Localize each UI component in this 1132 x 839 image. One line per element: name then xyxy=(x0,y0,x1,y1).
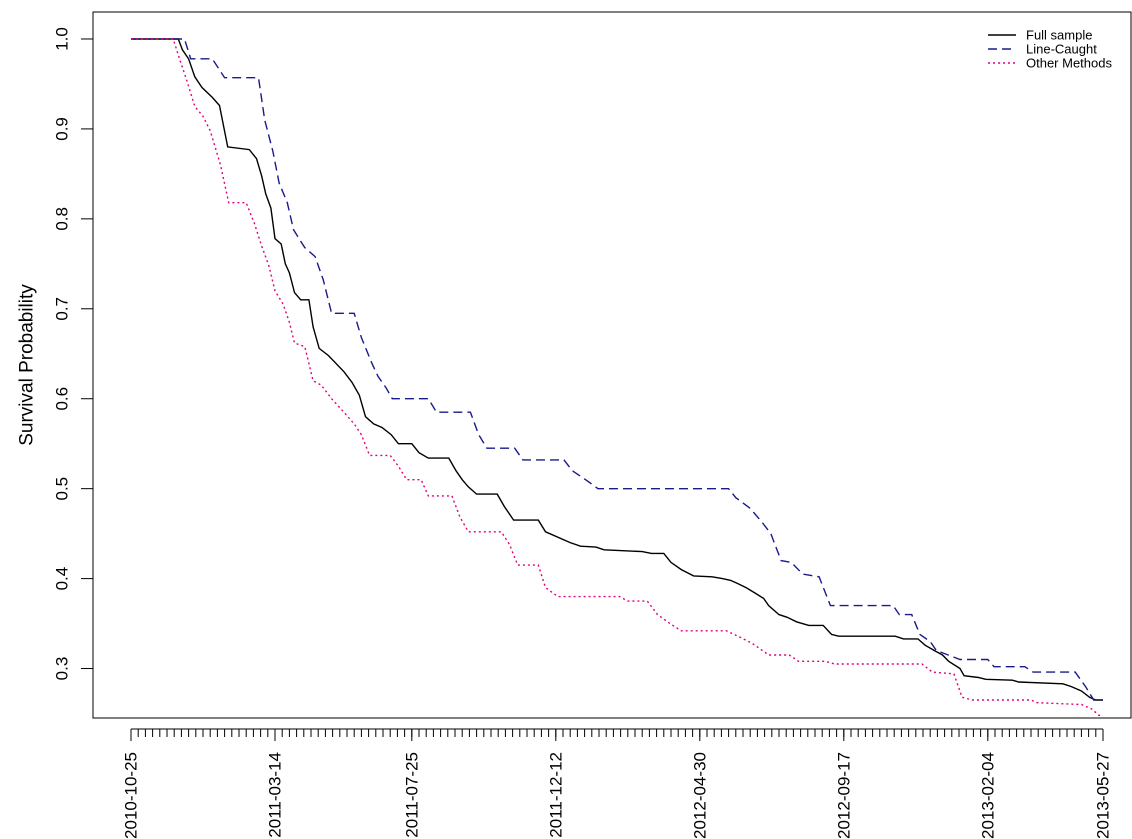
legend-label-full-sample: Full sample xyxy=(1026,28,1092,43)
y-tick-label: 0.5 xyxy=(53,477,72,501)
x-tick-label: 2011-12-12 xyxy=(546,752,565,838)
legend-label-other-methods: Other Methods xyxy=(1026,56,1112,71)
series-line-other-methods xyxy=(131,38,1103,716)
legend-label-line-caught: Line-Caught xyxy=(1026,42,1097,57)
y-tick-label: 0.7 xyxy=(53,297,72,321)
y-axis-title: Survival Probability xyxy=(17,284,38,446)
y-tick-label: 0.8 xyxy=(53,207,72,231)
x-tick-label: 2012-04-30 xyxy=(690,752,709,839)
plot-border xyxy=(92,11,1132,719)
y-tick-label: 0.4 xyxy=(53,567,72,591)
x-tick-label: 2012-09-17 xyxy=(834,752,853,839)
y-tick-label: 1.0 xyxy=(53,27,72,51)
y-tick-label: 0.6 xyxy=(53,387,72,411)
y-tick-label: 0.3 xyxy=(53,657,72,681)
x-tick-label: 2011-07-25 xyxy=(402,752,421,838)
series-line-line-caught xyxy=(131,38,1103,701)
y-axis: 0.3 0.4 0.5 0.6 0.7 0.8 0.9 1.0 xyxy=(53,27,93,681)
series-layer xyxy=(131,38,1103,716)
x-axis: 2010-10-25 2011-03-14 2011-07-25 2011-12-12… xyxy=(122,728,1113,839)
x-tick-label: 2010-10-25 xyxy=(122,752,141,839)
x-tick-label: 2013-02-04 xyxy=(978,752,997,839)
x-tick-label: 2011-03-14 xyxy=(266,752,285,838)
x-tick-label: 2013-05-27 xyxy=(1094,752,1113,839)
y-tick-label: 0.9 xyxy=(53,117,72,141)
series-line-full-sample xyxy=(131,38,1103,701)
